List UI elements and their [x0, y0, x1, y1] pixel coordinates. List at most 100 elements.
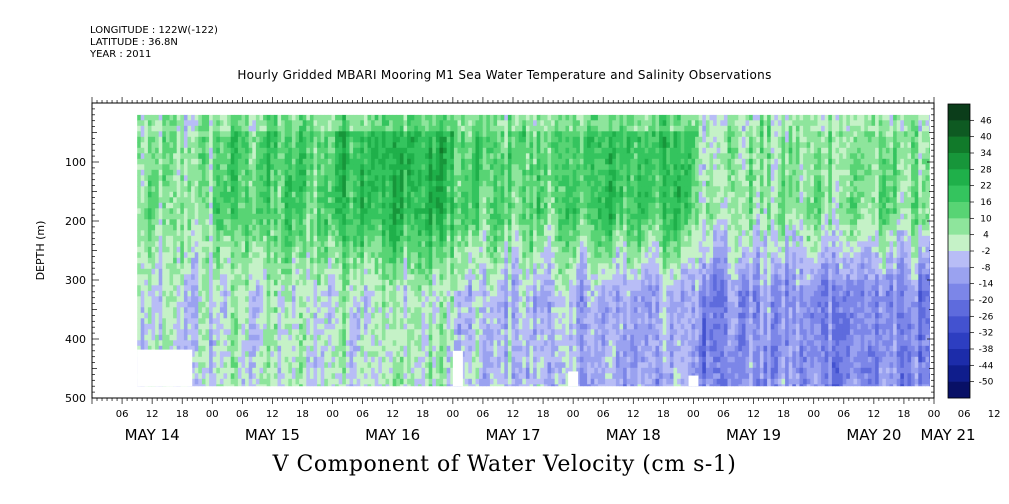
field-cell	[147, 334, 152, 341]
field-cell	[241, 120, 246, 127]
field-cell	[245, 367, 250, 374]
field-cell	[399, 290, 404, 297]
field-cell	[349, 296, 354, 303]
field-cell	[407, 186, 412, 193]
field-cell	[259, 351, 264, 358]
field-cell	[227, 268, 232, 275]
field-cell	[446, 384, 451, 387]
field-cell	[151, 329, 156, 336]
field-cell	[471, 252, 476, 259]
field-cell	[410, 340, 415, 347]
field-cell	[158, 307, 163, 314]
field-cell	[331, 318, 336, 325]
field-cell	[245, 257, 250, 264]
field-cell	[403, 175, 408, 182]
field-cell	[317, 246, 322, 253]
field-cell	[209, 274, 214, 281]
field-cell	[331, 263, 336, 270]
field-cell	[173, 301, 178, 308]
field-cell	[223, 120, 228, 127]
field-cell	[162, 312, 167, 319]
field-cell	[453, 279, 458, 286]
field-cell	[295, 246, 300, 253]
field-cell	[234, 351, 239, 358]
field-cell	[176, 285, 181, 292]
field-cell	[435, 235, 440, 242]
field-cell	[302, 351, 307, 358]
field-cell	[475, 153, 480, 160]
field-cell	[263, 120, 268, 127]
field-cell	[493, 241, 498, 248]
field-cell	[425, 378, 430, 385]
field-cell	[270, 224, 275, 231]
field-cell	[432, 329, 437, 336]
field-cell	[317, 351, 322, 358]
field-cell	[464, 340, 469, 347]
field-cell	[313, 356, 318, 363]
field-cell	[255, 219, 260, 226]
field-cell	[410, 224, 415, 231]
field-cell	[331, 230, 336, 237]
field-cell	[320, 230, 325, 237]
field-cell	[180, 114, 185, 121]
field-cell	[205, 257, 210, 264]
field-cell	[349, 257, 354, 264]
field-cell	[259, 230, 264, 237]
field-cell	[457, 142, 462, 149]
field-cell	[428, 224, 433, 231]
field-cell	[320, 279, 325, 286]
field-cell	[313, 246, 318, 253]
field-cell	[234, 241, 239, 248]
field-cell	[342, 268, 347, 275]
field-cell	[443, 384, 448, 387]
field-cell	[324, 351, 329, 358]
field-cell	[255, 257, 260, 264]
field-cell	[241, 290, 246, 297]
field-cell	[410, 169, 415, 176]
field-cell	[137, 197, 142, 204]
field-cell	[180, 186, 185, 193]
field-cell	[392, 202, 397, 209]
field-cell	[209, 191, 214, 198]
field-cell	[169, 213, 174, 220]
field-cell	[302, 340, 307, 347]
field-cell	[461, 153, 466, 160]
field-cell	[158, 296, 163, 303]
field-cell	[165, 263, 170, 270]
field-cell	[353, 340, 358, 347]
field-cell	[403, 285, 408, 292]
field-cell	[410, 285, 415, 292]
field-cell	[295, 202, 300, 209]
field-cell	[201, 362, 206, 369]
field-cell	[252, 230, 257, 237]
field-cell	[137, 307, 142, 314]
field-cell	[461, 169, 466, 176]
field-cell	[342, 158, 347, 165]
field-cell	[453, 323, 458, 330]
field-cell	[187, 279, 192, 286]
field-cell	[194, 362, 199, 369]
field-cell	[248, 142, 253, 149]
field-cell	[259, 268, 264, 275]
field-cell	[471, 345, 476, 352]
field-cell	[482, 362, 487, 369]
field-cell	[288, 114, 293, 121]
field-cell	[169, 290, 174, 297]
field-cell	[468, 224, 473, 231]
field-cell	[263, 224, 268, 231]
field-cell	[479, 180, 484, 187]
field-cell	[363, 312, 368, 319]
field-cell	[147, 279, 152, 286]
field-cell	[223, 241, 228, 248]
field-cell	[461, 345, 466, 352]
field-cell	[363, 263, 368, 270]
field-cell	[187, 191, 192, 198]
field-cell	[342, 224, 347, 231]
field-cell	[299, 208, 304, 215]
field-cell	[212, 367, 217, 374]
field-cell	[327, 296, 332, 303]
field-cell	[461, 224, 466, 231]
field-cell	[162, 307, 167, 314]
field-cell	[450, 147, 455, 154]
field-cell	[234, 202, 239, 209]
